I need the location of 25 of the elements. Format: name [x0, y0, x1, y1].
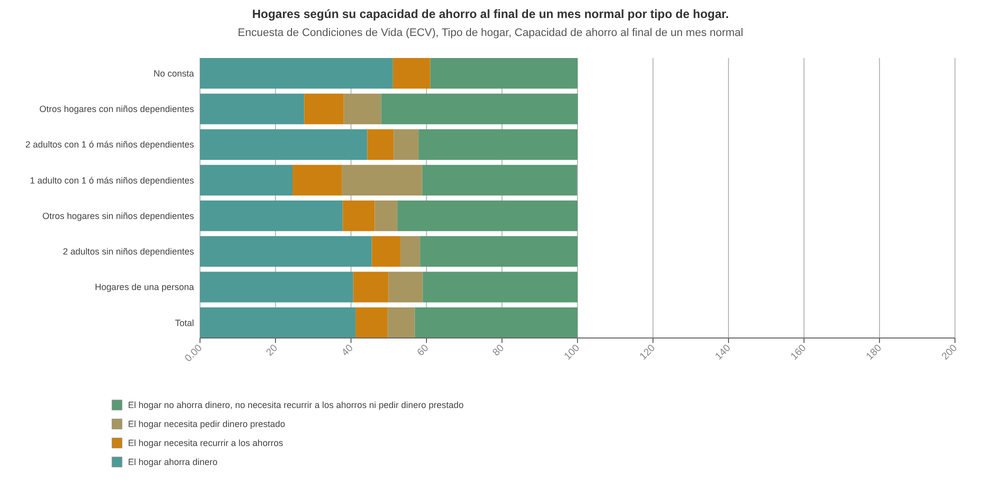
- y-tick-label: Otros hogares con niños dependientes: [39, 104, 194, 114]
- y-tick-label: Total: [174, 318, 194, 328]
- x-tick-label: 120: [638, 342, 658, 362]
- x-tick-label: 180: [864, 342, 884, 362]
- y-tick-label: 2 adultos sin niños dependientes: [62, 246, 194, 257]
- legend-label: El hogar necesita recurrir a los ahorros: [128, 438, 284, 448]
- y-tick-label: 2 adultos con 1 ó más niños dependientes: [25, 140, 194, 150]
- x-tick-label: 20: [264, 342, 280, 358]
- y-tick-label: No consta: [153, 68, 194, 78]
- x-tick-label: 140: [714, 342, 734, 362]
- y-tick-label: Otros hogares sin niños dependientes: [42, 210, 194, 221]
- y-tick-label: 1 adulto con 1 ó más niños dependientes: [30, 175, 194, 186]
- x-tick-label: 40: [340, 342, 356, 358]
- legend-label: El hogar no ahorra dinero, no necesita recurrir a los ahorros ni pedir dinero prestado: [128, 400, 464, 410]
- x-tick-label: 100: [562, 342, 582, 362]
- x-tick-label: 80: [490, 342, 507, 358]
- chart-subtitle: Encuesta de Condiciones de Vida (ECV), Tipo de hogar, Capacidad de ahorro al final de un mes normal: [238, 27, 744, 39]
- x-tick-label: 160: [789, 342, 809, 362]
- x-tick-label: 60: [415, 342, 432, 358]
- x-tick-label: 200: [940, 342, 960, 362]
- y-tick-label: Hogares de una persona: [94, 282, 194, 292]
- x-tick-label: 0.00: [183, 342, 205, 364]
- legend-label: El hogar ahorra dinero: [128, 457, 218, 468]
- chart-title: Hogares según su capacidad de ahorro al final de un mes normal por tipo de hogar.: [252, 7, 729, 21]
- legend-label: El hogar necesita pedir dinero prestado: [128, 419, 286, 430]
